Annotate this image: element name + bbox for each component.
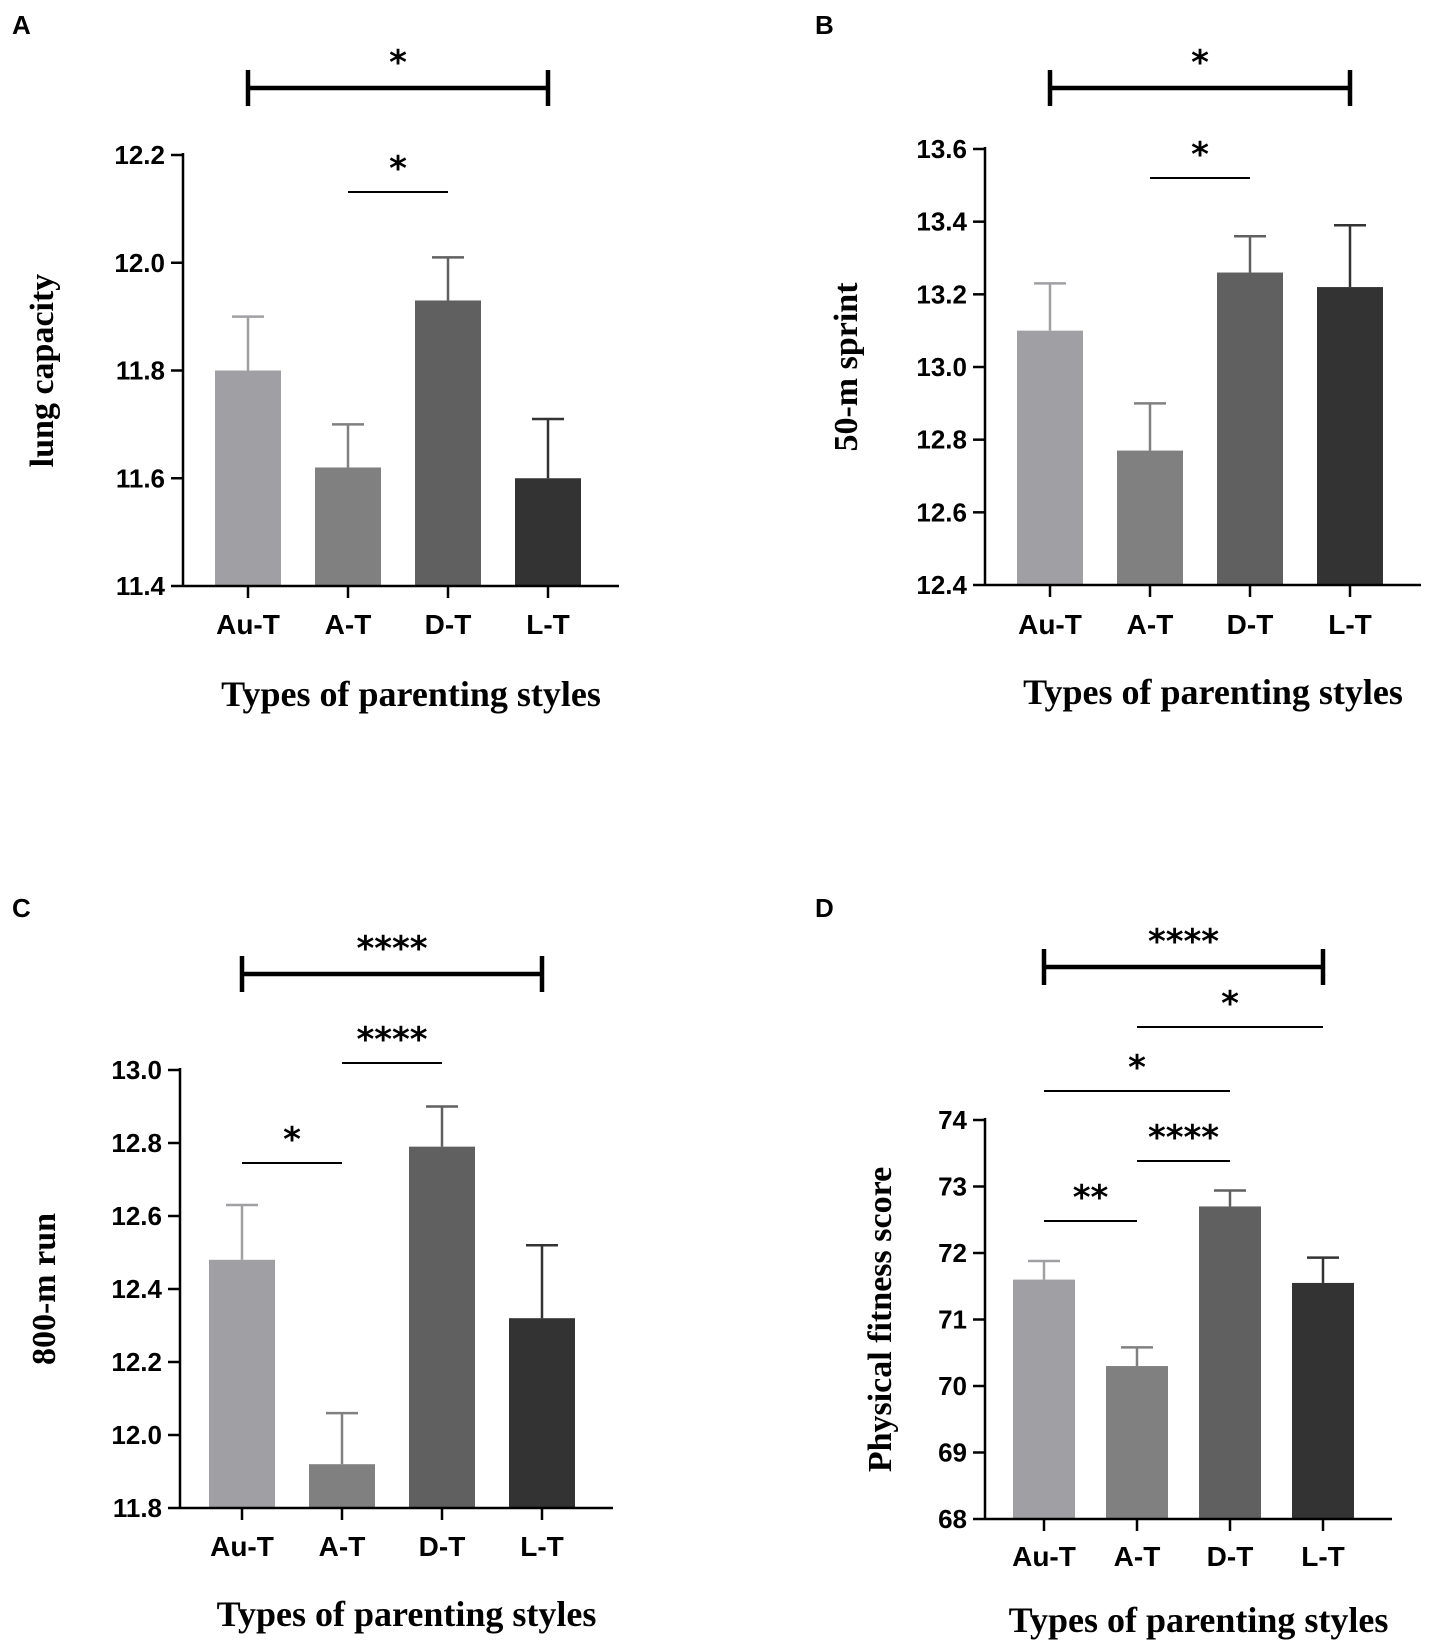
significance-marker: *	[242, 1120, 342, 1164]
significance-marker: *	[245, 43, 551, 106]
bar-l-t	[509, 1318, 575, 1508]
x-tick-label: L-T	[526, 609, 570, 640]
panel-letter: A	[12, 10, 31, 40]
panel-letter: B	[815, 10, 834, 40]
significance-marker: *	[1150, 135, 1250, 179]
x-tick-label: A-T	[1114, 1541, 1161, 1572]
y-tick-label: 13.6	[916, 134, 967, 164]
bar-d-t	[1217, 272, 1283, 585]
bar-l-t	[1292, 1282, 1354, 1519]
significance-marker: ****	[1137, 1118, 1230, 1162]
significance-label: **	[1073, 1178, 1109, 1218]
x-tick-label: A-T	[319, 1531, 366, 1562]
bar-au-t	[1017, 330, 1083, 585]
x-tick-label: L-T	[520, 1531, 564, 1562]
y-tick-label: 12.4	[111, 1274, 162, 1304]
significance-label: *	[1221, 984, 1239, 1024]
y-tick-label: 11.8	[116, 356, 165, 386]
significance-label: *	[1128, 1048, 1146, 1088]
y-tick-label: 12.2	[111, 1347, 162, 1377]
y-tick-label: 12.0	[111, 1420, 162, 1450]
x-tick-label: L-T	[1301, 1541, 1345, 1572]
panel-letter: D	[815, 893, 834, 923]
significance-label: *	[389, 149, 407, 189]
x-axis-label: Types of parenting styles	[1009, 1600, 1389, 1640]
significance-marker: **	[1044, 1178, 1137, 1222]
significance-label: *	[1191, 43, 1209, 83]
x-tick-label: D-T	[1227, 609, 1274, 640]
x-tick-label: L-T	[1328, 609, 1372, 640]
x-tick-label: A-T	[1127, 609, 1174, 640]
x-tick-label: A-T	[325, 609, 372, 640]
x-axis-label: Types of parenting styles	[1023, 672, 1403, 712]
x-tick-label: D-T	[425, 609, 472, 640]
bar-l-t	[1317, 287, 1383, 585]
significance-marker: *	[1044, 1048, 1230, 1092]
x-tick-label: Au-T	[1018, 609, 1082, 640]
bar-au-t	[209, 1259, 275, 1508]
significance-marker: ****	[239, 929, 545, 992]
y-axis-label: 50-m sprint	[828, 282, 865, 452]
x-tick-label: D-T	[1207, 1541, 1254, 1572]
y-tick-label: 73	[938, 1172, 967, 1202]
y-tick-label: 71	[938, 1305, 967, 1335]
x-axis-label: Types of parenting styles	[217, 1594, 597, 1634]
y-tick-label: 12.6	[111, 1201, 162, 1231]
y-tick-label: 68	[938, 1504, 967, 1534]
y-axis-label: lung capacity	[24, 274, 61, 468]
bar-a-t	[1117, 450, 1183, 585]
y-tick-label: 74	[938, 1105, 967, 1135]
y-tick-label: 13.2	[916, 279, 967, 309]
x-axis-label: Types of parenting styles	[221, 674, 601, 714]
y-tick-label: 12.6	[916, 497, 967, 527]
significance-label: ****	[1148, 922, 1219, 962]
significance-label: ****	[356, 929, 427, 969]
x-tick-label: Au-T	[216, 609, 280, 640]
y-tick-label: 11.8	[113, 1493, 162, 1523]
bar-a-t	[315, 467, 381, 586]
significance-marker: *	[1137, 984, 1323, 1028]
panel-letter: C	[12, 893, 31, 923]
y-tick-label: 12.8	[111, 1128, 162, 1158]
y-tick-label: 13.4	[916, 207, 967, 237]
significance-label: ****	[356, 1020, 427, 1060]
x-tick-label: Au-T	[210, 1531, 274, 1562]
panel-d: D 68 69 70 71 72 73 74 Au-T A-T D-T L-T Physical fit…	[815, 893, 1392, 1640]
panel-b: B 12.4 12.6 12.8 13.0 13.2 13.4 13.6 Au-T A-T D-T L…	[815, 10, 1421, 712]
x-tick-label: Au-T	[1012, 1541, 1076, 1572]
panel-c: C 11.8 12.0 12.2 12.4 12.6 12.8 13.0 Au-T A-T D-T L…	[12, 893, 613, 1634]
bar-a-t	[1106, 1366, 1168, 1519]
y-tick-label: 72	[938, 1238, 967, 1268]
bar-a-t	[309, 1464, 375, 1508]
y-axis-label: 800-m run	[26, 1213, 63, 1365]
significance-label: *	[283, 1120, 301, 1160]
significance-label: *	[389, 43, 407, 83]
y-tick-label: 12.2	[114, 140, 165, 170]
y-tick-label: 13.0	[916, 352, 967, 382]
bar-l-t	[515, 478, 581, 586]
panel-a: A 11.4 11.6 11.8 12.0 12.2 Au-T A-T D-T L-T lung c…	[12, 10, 619, 714]
y-tick-label: 11.4	[116, 571, 166, 601]
y-tick-label: 13.0	[111, 1055, 162, 1085]
y-tick-label: 69	[938, 1438, 967, 1468]
y-tick-label: 70	[938, 1371, 967, 1401]
y-tick-label: 11.6	[116, 463, 165, 493]
bar-au-t	[215, 370, 281, 586]
significance-marker: *	[348, 149, 448, 193]
significance-label: ****	[1148, 1118, 1219, 1158]
bar-d-t	[409, 1146, 475, 1508]
y-tick-label: 12.4	[916, 570, 967, 600]
x-tick-label: D-T	[419, 1531, 466, 1562]
significance-label: *	[1191, 135, 1209, 175]
bar-d-t	[415, 300, 481, 586]
y-axis-label: Physical fitness score	[862, 1167, 899, 1472]
y-tick-label: 12.0	[114, 248, 165, 278]
y-tick-label: 12.8	[916, 425, 967, 455]
bar-au-t	[1013, 1279, 1075, 1519]
significance-marker: ****	[342, 1020, 442, 1064]
significance-marker: *	[1047, 43, 1353, 106]
significance-marker: ****	[1041, 922, 1326, 985]
bar-d-t	[1199, 1206, 1261, 1519]
